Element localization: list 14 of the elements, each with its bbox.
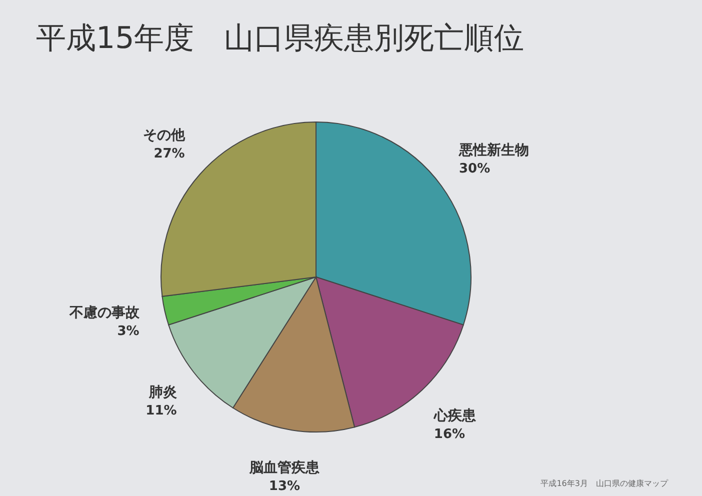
data-label: 27% bbox=[154, 146, 185, 162]
data-label: 3% bbox=[117, 324, 140, 339]
slice-label: 脳血管疾患 bbox=[248, 459, 320, 476]
slice-label: 悪性新生物 bbox=[458, 142, 530, 159]
text: 平成16年3月 山口県の健康マップ bbox=[540, 479, 669, 488]
chart-title: 平成15年度 山口県疾患別死亡順位 bbox=[36, 21, 524, 56]
slice-label: 肺炎 bbox=[148, 384, 177, 400]
data-label: 30% bbox=[459, 162, 490, 177]
data-label: 16% bbox=[434, 426, 466, 442]
slice-label: その他 bbox=[142, 128, 186, 144]
data-label: 11% bbox=[146, 404, 177, 418]
slice-label: 不慮の事故 bbox=[68, 304, 140, 321]
data-label: 13% bbox=[268, 479, 300, 494]
slice-label: 心疾患 bbox=[432, 406, 477, 424]
